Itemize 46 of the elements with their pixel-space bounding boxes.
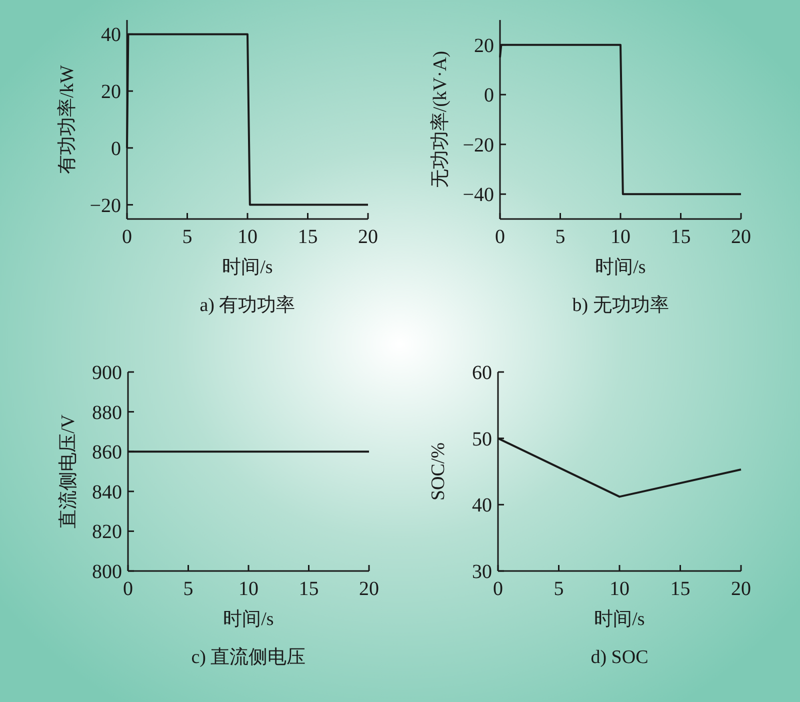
text: c) 直流侧电压 <box>191 646 306 668</box>
x-tick-label: 10 <box>238 578 258 600</box>
y-tick-label: 0 <box>111 138 121 160</box>
x-axis-title: 时间/s <box>222 257 273 278</box>
text: a) 有功功率 <box>200 294 296 316</box>
y-axis-title: SOC/% <box>428 442 449 501</box>
y-tick-label: 0 <box>484 84 494 107</box>
y-tick-label: 860 <box>92 442 122 464</box>
y-tick-label: 820 <box>92 521 122 544</box>
x-tick-label: 10 <box>610 226 630 248</box>
x-tick-label: 20 <box>731 226 751 248</box>
x-axis-title: 时间/s <box>223 609 274 630</box>
x-tick-label: 20 <box>359 578 379 600</box>
y-tick-label: 20 <box>101 81 121 104</box>
x-tick-label: 15 <box>670 226 691 248</box>
y-tick-label: 60 <box>472 362 492 384</box>
x-tick-label: 5 <box>183 578 194 600</box>
x-tick-label: 5 <box>182 226 192 248</box>
x-tick-label: 20 <box>731 578 751 600</box>
x-tick-label: 5 <box>555 226 566 248</box>
y-tick-label: 20 <box>474 34 494 57</box>
text: d) SOC <box>590 647 648 668</box>
y-axis-title: 无功功率/(kV·A) <box>429 50 451 188</box>
y-axis-title: 有功功率/kW <box>56 65 78 174</box>
x-tick-label: 10 <box>238 226 258 248</box>
y-tick-label: 900 <box>92 362 122 384</box>
y-tick-label: −20 <box>90 194 121 217</box>
y-tick-label: −20 <box>462 134 494 156</box>
text: b) 无功功率 <box>572 294 669 316</box>
y-tick-label: 840 <box>92 481 122 504</box>
y-tick-label: 880 <box>92 402 122 424</box>
x-tick-label: 5 <box>554 578 564 600</box>
x-axis-title: 时间/s <box>595 257 646 278</box>
y-tick-label: −40 <box>462 184 494 206</box>
x-axis-title: 时间/s <box>594 609 645 630</box>
y-tick-label: 40 <box>101 24 121 46</box>
y-tick-label: 50 <box>472 428 492 450</box>
x-tick-label: 15 <box>298 226 318 248</box>
y-tick-label: 800 <box>92 561 122 583</box>
x-tick-label: 15 <box>298 578 319 600</box>
x-tick-label: 20 <box>358 226 378 248</box>
y-tick-label: 30 <box>472 561 492 583</box>
x-tick-label: 15 <box>670 578 690 600</box>
x-tick-label: 10 <box>610 578 630 600</box>
y-tick-label: 40 <box>472 494 492 517</box>
y-axis-title: 直流侧电压/V <box>57 414 79 528</box>
